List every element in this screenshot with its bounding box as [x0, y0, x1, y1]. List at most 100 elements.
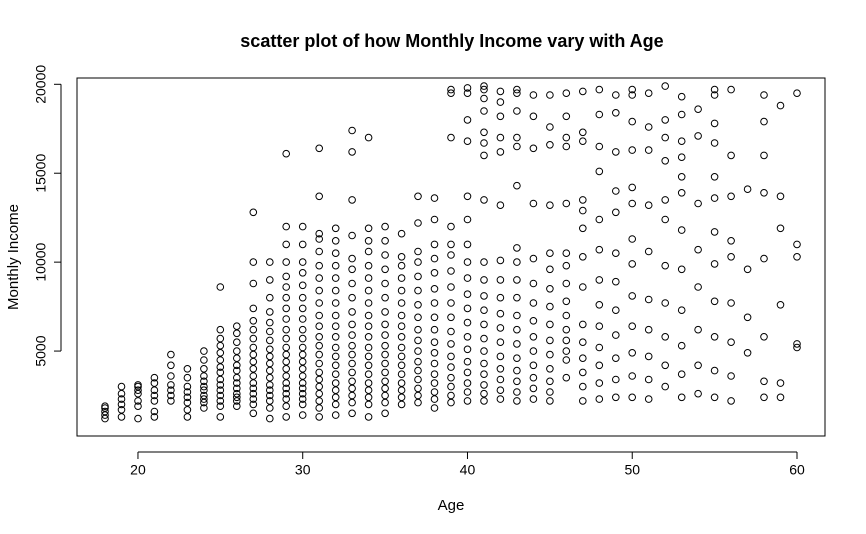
data-point [463, 240, 472, 249]
data-point [760, 333, 768, 341]
data-point [364, 393, 373, 402]
data-point [364, 274, 373, 282]
data-point [579, 87, 587, 96]
data-point [381, 409, 389, 418]
data-point [282, 413, 291, 421]
data-point [743, 185, 752, 193]
data-point [397, 274, 406, 282]
data-point [364, 333, 373, 341]
data-point [496, 352, 505, 361]
data-point [480, 94, 488, 103]
data-point [644, 395, 653, 403]
data-point [364, 400, 373, 409]
data-point [447, 267, 455, 275]
y-tick-label: 5000 [33, 335, 49, 366]
data-point [266, 318, 274, 327]
data-point [677, 341, 686, 350]
data-point [430, 285, 439, 293]
data-point [134, 386, 142, 395]
data-point [315, 413, 324, 421]
data-point [562, 347, 571, 355]
data-point [513, 181, 521, 190]
data-point [216, 341, 225, 350]
data-point [298, 343, 307, 352]
data-point [644, 89, 653, 97]
data-point [397, 379, 406, 387]
data-point [677, 393, 686, 402]
data-point [397, 370, 406, 379]
data-point [117, 413, 126, 421]
data-point [397, 286, 406, 295]
data-point [727, 372, 735, 380]
data-point [529, 299, 538, 307]
data-point [710, 119, 719, 128]
data-point [266, 397, 274, 405]
data-point [331, 393, 340, 402]
data-point [167, 381, 175, 389]
data-point [546, 249, 554, 257]
data-point [496, 87, 505, 96]
data-point [414, 219, 422, 227]
data-point [282, 272, 291, 281]
data-point [331, 311, 340, 320]
data-point [414, 375, 422, 384]
data-point [644, 247, 653, 256]
data-point [447, 352, 455, 361]
data-point [381, 398, 389, 407]
data-point [513, 325, 521, 334]
data-point [381, 331, 389, 339]
data-point [331, 386, 340, 395]
data-point [562, 249, 571, 257]
data-point [282, 357, 291, 366]
data-point [463, 397, 472, 405]
data-point [348, 308, 356, 316]
data-point [694, 105, 702, 113]
data-point [628, 393, 637, 402]
data-point [266, 381, 274, 389]
data-point [348, 331, 356, 339]
data-point [661, 82, 670, 90]
data-point [282, 325, 291, 334]
data-point [562, 373, 571, 382]
data-point [463, 89, 472, 97]
data-point [513, 142, 521, 151]
data-point [793, 240, 801, 249]
data-point [233, 402, 241, 411]
data-point [183, 382, 192, 391]
data-point [134, 397, 142, 405]
data-point [430, 404, 439, 412]
data-point [628, 85, 637, 94]
data-point [496, 201, 505, 209]
data-point [480, 320, 488, 329]
data-point [397, 322, 406, 331]
plot-frame [76, 77, 826, 437]
data-point [529, 199, 538, 208]
data-point [480, 397, 488, 405]
data-point [233, 397, 241, 405]
data-point [496, 112, 505, 121]
data-point [529, 384, 538, 393]
data-point [677, 92, 686, 101]
data-point [430, 215, 439, 224]
data-point [348, 254, 356, 263]
data-point [282, 315, 291, 323]
data-point [315, 359, 324, 368]
data-point [348, 368, 356, 377]
data-point [546, 123, 554, 131]
data-point [612, 148, 620, 156]
data-point [579, 338, 587, 347]
data-point [463, 192, 472, 201]
data-point [249, 258, 258, 266]
data-point [529, 347, 538, 355]
data-point [595, 215, 604, 224]
y-axis: 5000 10000 15000 20000 [33, 65, 62, 367]
data-point [381, 350, 389, 359]
data-point [710, 297, 719, 306]
data-point [727, 192, 735, 201]
data-point [694, 199, 702, 208]
data-point [776, 224, 785, 233]
data-point [414, 258, 422, 266]
data-point [710, 228, 719, 236]
data-point [266, 327, 274, 336]
